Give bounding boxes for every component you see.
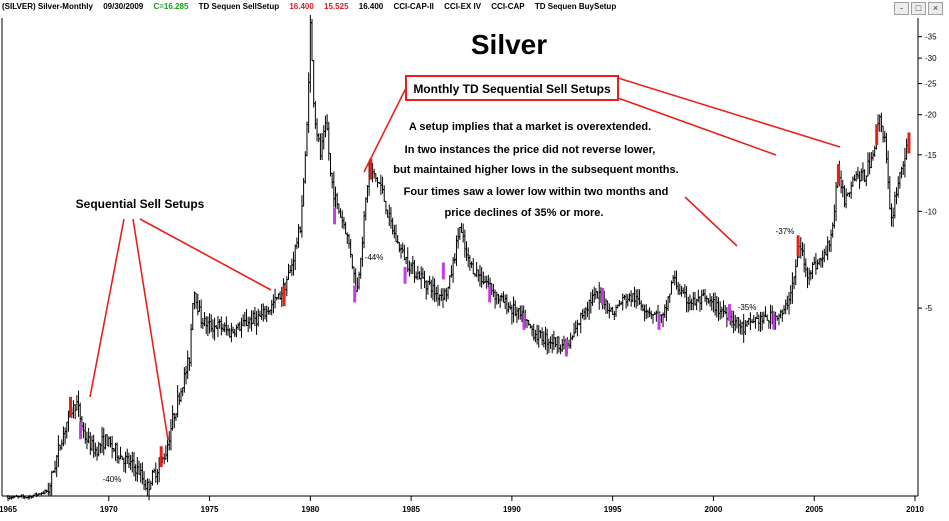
x-tick-label: 1970 (100, 505, 118, 514)
sell-setup-mark (796, 235, 800, 257)
note-line-1: A setup implies that a market is overext… (409, 121, 651, 133)
arrow-line-2009 (617, 77, 841, 148)
arrow-line-1983 (363, 87, 407, 173)
study-sell-setup-label: TD Sequen SellSetup (198, 2, 280, 11)
y-tick-label: -15 (925, 151, 937, 160)
arrow-line-1978 (139, 218, 272, 291)
symbol-label: (SILVER) Silver-Monthly (2, 2, 93, 11)
sell-setup-mark (68, 396, 72, 418)
sell-setups-label: Sequential Sell Setups (76, 197, 205, 211)
callout-box (405, 75, 619, 101)
close-button[interactable]: × (928, 2, 943, 15)
x-tick-label: 1980 (301, 505, 319, 514)
study-cci-ex-iv-label: CCI-EX IV (444, 2, 482, 11)
buy-setup-mark (353, 285, 357, 303)
buy-setup-mark (79, 422, 83, 440)
callout-text: Monthly TD Sequential Sell Setups (413, 82, 611, 96)
setup-marks (68, 124, 911, 468)
note-line-2: In two instances the price did not rever… (405, 144, 656, 156)
buy-setup-mark (728, 304, 732, 322)
annotation-lines (89, 77, 841, 441)
sell-setup-mark (836, 164, 840, 185)
buy-setup-mark (522, 312, 526, 330)
study-value-2: 15.525 (324, 2, 349, 11)
decline-label-3: -35% (738, 303, 757, 312)
y-tick-label: -20 (925, 111, 937, 120)
note-line-4: Four times saw a lower low within two mo… (404, 186, 669, 198)
buy-setup-mark (441, 262, 445, 280)
date-label: 09/30/2009 (103, 2, 144, 11)
y-tick-labels: -35 -30 -25 -20 -15 -10 -5 (918, 33, 937, 313)
decline-label-2: -44% (365, 253, 384, 262)
chart-title: Silver (471, 29, 547, 60)
close-label: C=16.285 (153, 2, 189, 11)
sell-setup-mark (159, 446, 163, 468)
note-line-5: price declines of 35% or more. (445, 207, 604, 219)
chart-header: (SILVER) Silver-Monthly 09/30/2009 C=16.… (2, 2, 902, 18)
x-tick-label: 1985 (402, 505, 420, 514)
sell-setup-mark (282, 285, 286, 307)
x-tick-label: 2005 (805, 505, 823, 514)
study-value-1: 16.400 (289, 2, 314, 11)
x-tick-label: 1990 (503, 505, 521, 514)
study-cci-cap-label: CCI-CAP (491, 2, 525, 11)
y-tick-label: -5 (925, 304, 933, 313)
x-tick-label: 2010 (906, 505, 924, 514)
sell-setup-mark (369, 158, 373, 180)
y-tick-label: -10 (925, 207, 937, 216)
decline-label-4: -37% (776, 227, 795, 236)
study-buy-setup-label: TD Sequen BuySetup (534, 2, 617, 11)
arrow-line-1972 (132, 218, 169, 441)
maximize-button[interactable]: □ (911, 2, 926, 15)
x-tick-label: 1965 (0, 505, 17, 514)
x-tick-label: 2000 (705, 505, 723, 514)
minimize-button[interactable]: - (894, 2, 909, 15)
study-value-3: 16.400 (358, 2, 384, 11)
buy-setup-mark (403, 266, 407, 284)
buy-setup-mark (657, 312, 661, 330)
study-cci-cap-ii-label: CCI-CAP-II (393, 2, 434, 11)
arrow-line-1968 (89, 218, 125, 398)
y-tick-label: -25 (925, 80, 937, 89)
buy-setup-mark (601, 287, 605, 305)
arrow-line-2006 (617, 97, 777, 156)
buy-setup-mark (564, 339, 568, 357)
x-tick-labels: 1965 1970 1975 1980 1985 1990 1995 2000 2005 2010 (0, 496, 924, 514)
decline-label-1: -40% (103, 475, 122, 484)
sell-setup-mark (907, 132, 911, 154)
buy-setup-mark (333, 207, 337, 225)
price-bars (6, 14, 910, 501)
x-tick-label: 1995 (604, 505, 622, 514)
axes (1, 18, 919, 497)
arrow-line-2004 (684, 196, 738, 247)
note-line-3: but maintained higher lows in the subseq… (393, 164, 678, 176)
buy-setup-mark (488, 285, 492, 303)
window-controls: - □ × (894, 2, 943, 15)
sell-setup-mark (875, 124, 879, 146)
buy-setup-mark (772, 312, 776, 330)
y-tick-label: -35 (925, 33, 937, 42)
x-tick-label: 1975 (201, 505, 219, 514)
y-tick-label: -30 (925, 54, 937, 63)
